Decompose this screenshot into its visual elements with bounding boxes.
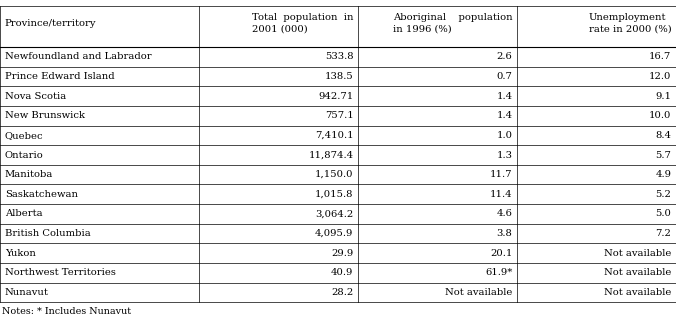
- Text: 138.5: 138.5: [324, 72, 354, 81]
- Text: 1.0: 1.0: [496, 131, 512, 140]
- Text: Nunavut: Nunavut: [5, 288, 49, 297]
- Text: Quebec: Quebec: [5, 131, 43, 140]
- Text: 4.9: 4.9: [655, 170, 671, 179]
- Text: 11.4: 11.4: [490, 190, 512, 199]
- Text: 8.4: 8.4: [655, 131, 671, 140]
- Text: Total  population  in
2001 (000): Total population in 2001 (000): [252, 14, 354, 34]
- Text: 10.0: 10.0: [649, 111, 671, 120]
- Text: 16.7: 16.7: [649, 52, 671, 62]
- Text: 28.2: 28.2: [331, 288, 354, 297]
- Text: Yukon: Yukon: [5, 249, 36, 258]
- Text: 5.2: 5.2: [656, 190, 671, 199]
- Text: 0.7: 0.7: [497, 72, 512, 81]
- Text: Ontario: Ontario: [5, 150, 43, 160]
- Text: Not available: Not available: [604, 288, 671, 297]
- Text: 1.4: 1.4: [496, 92, 512, 101]
- Text: British Columbia: British Columbia: [5, 229, 91, 238]
- Text: Not available: Not available: [445, 288, 512, 297]
- Text: 4.6: 4.6: [497, 209, 512, 219]
- Text: 3,064.2: 3,064.2: [315, 209, 354, 219]
- Text: 1,015.8: 1,015.8: [315, 190, 354, 199]
- Text: Newfoundland and Labrador: Newfoundland and Labrador: [5, 52, 151, 62]
- Text: 12.0: 12.0: [649, 72, 671, 81]
- Text: Prince Edward Island: Prince Edward Island: [5, 72, 114, 81]
- Text: 533.8: 533.8: [325, 52, 354, 62]
- Text: New Brunswick: New Brunswick: [5, 111, 84, 120]
- Text: Northwest Territories: Northwest Territories: [5, 268, 116, 277]
- Text: Province/territory: Province/territory: [5, 19, 96, 28]
- Text: 29.9: 29.9: [331, 249, 354, 258]
- Text: 5.0: 5.0: [656, 209, 671, 219]
- Text: 40.9: 40.9: [331, 268, 354, 277]
- Text: 61.9*: 61.9*: [485, 268, 512, 277]
- Text: Unemployment
rate in 2000 (%): Unemployment rate in 2000 (%): [589, 14, 671, 34]
- Text: 942.71: 942.71: [318, 92, 354, 101]
- Text: Aboriginal    population
in 1996 (%): Aboriginal population in 1996 (%): [393, 14, 512, 34]
- Text: Notes: * Includes Nunavut: Notes: * Includes Nunavut: [2, 307, 131, 314]
- Text: Manitoba: Manitoba: [5, 170, 53, 179]
- Text: 4,095.9: 4,095.9: [315, 229, 354, 238]
- Text: 1.4: 1.4: [496, 111, 512, 120]
- Text: Alberta: Alberta: [5, 209, 43, 219]
- Text: 7.2: 7.2: [656, 229, 671, 238]
- Text: 11.7: 11.7: [490, 170, 512, 179]
- Text: 1.3: 1.3: [496, 150, 512, 160]
- Text: 2.6: 2.6: [497, 52, 512, 62]
- Text: 9.1: 9.1: [655, 92, 671, 101]
- Text: 5.7: 5.7: [656, 150, 671, 160]
- Text: Saskatchewan: Saskatchewan: [5, 190, 78, 199]
- Text: 11,874.4: 11,874.4: [308, 150, 354, 160]
- Text: 3.8: 3.8: [497, 229, 512, 238]
- Text: 7,410.1: 7,410.1: [315, 131, 354, 140]
- Text: 757.1: 757.1: [324, 111, 354, 120]
- Text: Not available: Not available: [604, 249, 671, 258]
- Text: 1,150.0: 1,150.0: [315, 170, 354, 179]
- Text: Not available: Not available: [604, 268, 671, 277]
- Text: Nova Scotia: Nova Scotia: [5, 92, 66, 101]
- Text: 20.1: 20.1: [490, 249, 512, 258]
